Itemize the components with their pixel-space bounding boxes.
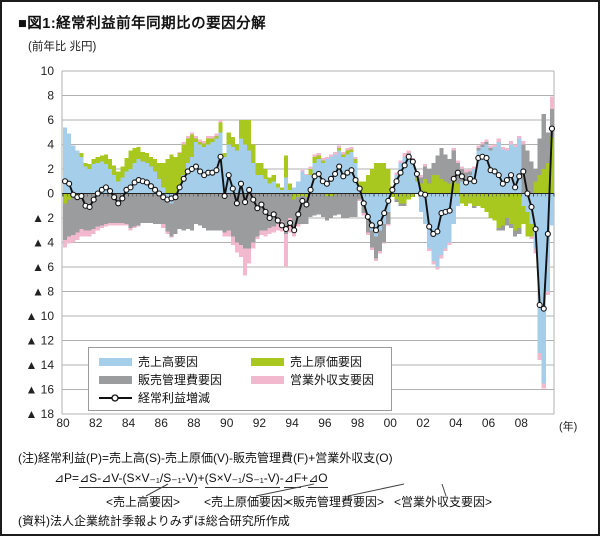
profit-line-markers <box>61 125 556 312</box>
formula-part: ⊿P= <box>54 471 80 485</box>
svg-text:10: 10 <box>41 64 55 78</box>
legend-label-sga: 販売管理費要因 <box>138 373 223 387</box>
line-marker-swatch <box>99 393 132 402</box>
svg-text:94: 94 <box>285 416 299 430</box>
factor-label-sga: <販売管理費要因> <box>286 495 385 509</box>
svg-text:0: 0 <box>47 187 54 201</box>
svg-text:▲ 14: ▲ 14 <box>25 358 54 372</box>
legend-label-cost: 売上原価要因 <box>290 355 363 369</box>
factor-label-cost: <売上原価要因> <box>204 495 291 509</box>
legend-item-cost: 売上原価要因 <box>251 353 383 370</box>
note-definition: (注)経常利益(P)=売上高(S)-売上原価(V)-販売管理費(F)+営業外収支… <box>18 451 393 465</box>
svg-text:▲ 12: ▲ 12 <box>25 334 54 348</box>
svg-text:00: 00 <box>384 416 398 430</box>
svg-text:88: 88 <box>187 416 201 430</box>
legend-item-sales: 売上高要因 <box>99 353 251 370</box>
svg-text:8: 8 <box>47 89 54 103</box>
nonop-swatch <box>251 375 284 384</box>
svg-text:▲ 18: ▲ 18 <box>25 407 54 421</box>
svg-text:▲ 16: ▲ 16 <box>25 383 54 397</box>
formula-part: ⊿S-⊿V-(S×V₋₁/S₋₁-V) <box>79 470 198 489</box>
legend-label-nonop: 営業外収支要因 <box>290 373 375 387</box>
y-axis-unit-label: (前年比 兆円) <box>28 41 97 53</box>
svg-text:08: 08 <box>515 416 529 430</box>
svg-text:06: 06 <box>482 416 496 430</box>
x-axis-unit: (年) <box>559 419 577 433</box>
svg-text:▲ 2: ▲ 2 <box>32 211 54 225</box>
chart-legend: 売上高要因 売上原価要因 販売管理費要因 営業外収支要因 経常利益増減 <box>88 347 392 411</box>
svg-text:90: 90 <box>220 416 234 430</box>
svg-text:▲ 10: ▲ 10 <box>25 309 54 323</box>
svg-text:▲ 8: ▲ 8 <box>32 285 54 299</box>
source-note: (資料)法人企業統計季報よりみずほ総合研究所作成 <box>18 514 290 528</box>
legend-item-line: 経常利益増減 <box>99 389 251 406</box>
legend-item-nonop: 営業外収支要因 <box>251 371 383 388</box>
svg-text:2: 2 <box>47 162 54 176</box>
svg-text:92: 92 <box>253 416 267 430</box>
svg-text:▲ 6: ▲ 6 <box>32 260 54 274</box>
y-tick-labels: 10 8 6 4 2 0 ▲ 2 ▲ 4 ▲ 6 ▲ 8 ▲ 10 ▲ 12 ▲ 14 ▲ 16 ▲ 18 <box>25 64 54 421</box>
profit-formula: ⊿P=⊿S-⊿V-(S×V₋₁/S₋₁-V)+ (S×V₋₁/S₋₁-V)-⊿F… <box>54 470 328 489</box>
x-tick-labels: 80 82 84 86 88 90 92 94 96 98 00 02 04 06 08 <box>56 416 528 430</box>
factor-label-nonop: <営業外収支要因> <box>394 495 493 509</box>
cost-swatch <box>251 357 284 366</box>
formula-part: (S×V₋₁/S₋₁-V) <box>204 470 280 489</box>
figure-title: ■図1:経常利益前年同期比の要因分解 <box>18 16 267 32</box>
factor-label-sales: <売上高要因> <box>106 495 181 509</box>
sga-swatch <box>99 375 132 384</box>
svg-text:84: 84 <box>122 416 136 430</box>
formula-part: ⊿O <box>308 470 328 489</box>
svg-text:02: 02 <box>416 416 430 430</box>
svg-text:4: 4 <box>47 138 54 152</box>
formula-connector-lines <box>145 483 447 497</box>
formula-part: - <box>279 471 284 485</box>
sales-swatch <box>99 357 132 366</box>
formula-part: + <box>197 471 205 485</box>
formula-part: + <box>301 471 309 485</box>
svg-text:86: 86 <box>155 416 169 430</box>
legend-item-sga: 販売管理費要因 <box>99 371 251 388</box>
svg-text:6: 6 <box>47 113 54 127</box>
svg-text:04: 04 <box>449 416 463 430</box>
svg-text:98: 98 <box>351 416 365 430</box>
svg-text:80: 80 <box>56 416 70 430</box>
formula-part: ⊿F <box>283 470 302 489</box>
legend-label-sales: 売上高要因 <box>138 355 199 369</box>
svg-text:82: 82 <box>89 416 103 430</box>
svg-text:▲ 4: ▲ 4 <box>32 236 54 250</box>
svg-text:96: 96 <box>318 416 332 430</box>
legend-label-line: 経常利益増減 <box>138 391 211 405</box>
